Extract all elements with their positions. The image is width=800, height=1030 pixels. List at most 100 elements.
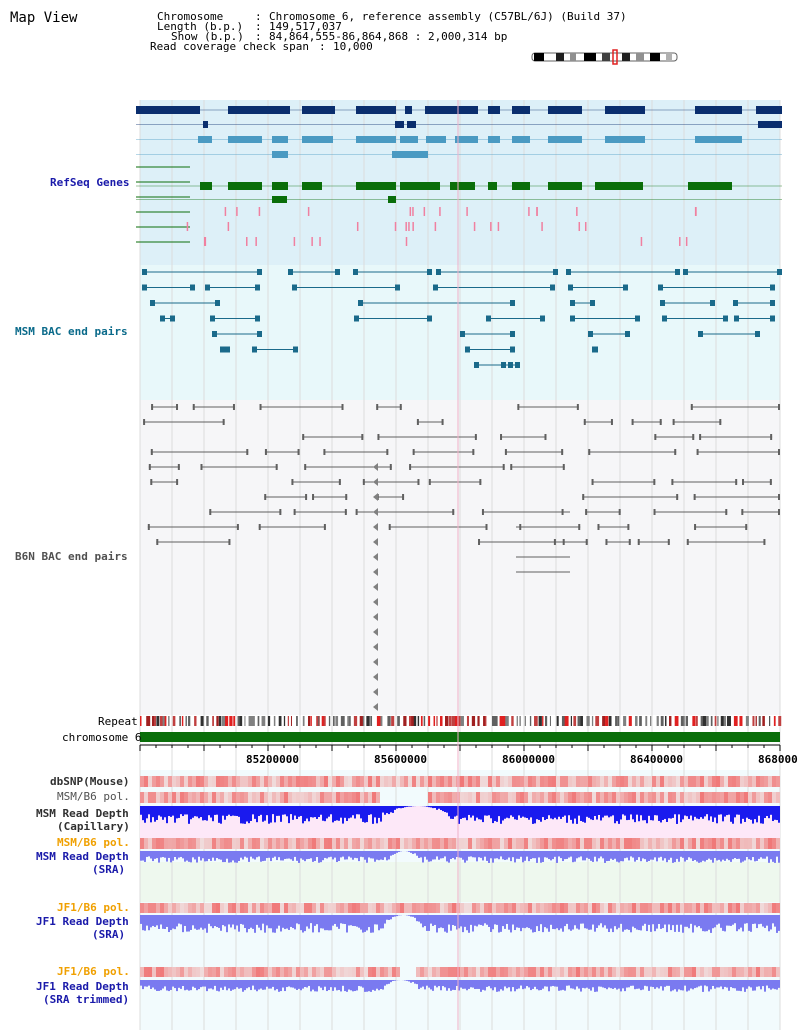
polymorphism-cell[interactable] <box>632 776 636 787</box>
read-depth-bar[interactable] <box>432 851 434 860</box>
read-depth-bar[interactable] <box>760 980 762 990</box>
polymorphism-cell[interactable] <box>556 776 560 787</box>
polymorphism-cell[interactable] <box>524 776 528 787</box>
read-depth-bar[interactable] <box>442 915 444 929</box>
polymorphism-cell[interactable] <box>604 903 608 913</box>
repeat-element[interactable] <box>664 716 667 726</box>
read-depth-bar[interactable] <box>316 980 318 992</box>
polymorphism-cell[interactable] <box>556 838 560 849</box>
polymorphism-cell[interactable] <box>520 792 524 803</box>
repeat-element[interactable] <box>752 716 755 726</box>
read-depth-bar[interactable] <box>336 806 338 821</box>
read-depth-bar[interactable] <box>568 806 570 816</box>
read-depth-bar[interactable] <box>544 806 546 821</box>
read-depth-bar[interactable] <box>746 806 748 818</box>
polymorphism-cell[interactable] <box>260 776 264 787</box>
read-depth-bar[interactable] <box>750 915 752 932</box>
polymorphism-cell[interactable] <box>620 967 624 977</box>
polymorphism-cell[interactable] <box>472 903 476 913</box>
read-depth-bar[interactable] <box>454 980 456 991</box>
bac-end[interactable] <box>501 362 506 368</box>
gene-exon[interactable] <box>228 136 262 143</box>
read-depth-bar[interactable] <box>362 915 364 933</box>
polymorphism-cell[interactable] <box>328 903 332 913</box>
read-depth-bar[interactable] <box>348 980 350 990</box>
bac-end[interactable] <box>763 539 766 545</box>
read-depth-bar[interactable] <box>564 915 566 927</box>
bac-end[interactable] <box>297 449 300 455</box>
read-depth-bar[interactable] <box>504 851 506 861</box>
read-depth-bar[interactable] <box>492 806 494 824</box>
read-depth-bar[interactable] <box>646 851 648 862</box>
read-depth-bar[interactable] <box>340 851 342 858</box>
read-depth-bar[interactable] <box>332 806 334 823</box>
read-depth-bar[interactable] <box>164 851 166 858</box>
polymorphism-cell[interactable] <box>192 792 196 803</box>
polymorphism-cell[interactable] <box>764 792 768 803</box>
read-depth-bar[interactable] <box>520 980 522 986</box>
polymorphism-cell[interactable] <box>704 967 708 977</box>
polymorphism-cell[interactable] <box>476 967 480 977</box>
read-depth-bar[interactable] <box>476 915 478 927</box>
read-depth-bar[interactable] <box>622 851 624 862</box>
polymorphism-cell[interactable] <box>324 838 328 849</box>
polymorphism-cell[interactable] <box>632 903 636 913</box>
read-depth-bar[interactable] <box>768 980 770 989</box>
bac-end[interactable] <box>232 404 235 410</box>
read-depth-bar[interactable] <box>468 915 470 933</box>
polymorphism-cell[interactable] <box>448 838 452 849</box>
polymorphism-cell[interactable] <box>676 792 680 803</box>
read-depth-bar[interactable] <box>434 851 436 860</box>
polymorphism-cell[interactable] <box>312 903 316 913</box>
polymorphism-cell[interactable] <box>728 776 732 787</box>
read-depth-bar[interactable] <box>230 915 232 928</box>
read-depth-bar[interactable] <box>414 915 416 918</box>
read-depth-bar[interactable] <box>246 915 248 933</box>
read-depth-bar[interactable] <box>420 915 422 924</box>
polymorphism-cell[interactable] <box>548 967 552 977</box>
read-depth-bar[interactable] <box>274 851 276 857</box>
read-depth-bar[interactable] <box>308 980 310 986</box>
repeat-element[interactable] <box>529 716 532 726</box>
read-depth-bar[interactable] <box>438 980 440 987</box>
read-depth-bar[interactable] <box>400 806 402 809</box>
read-depth-bar[interactable] <box>370 806 372 815</box>
repeat-element[interactable] <box>534 716 538 726</box>
polymorphism-cell[interactable] <box>608 838 612 849</box>
read-depth-bar[interactable] <box>484 980 486 991</box>
polymorphism-cell[interactable] <box>544 776 548 787</box>
polymorphism-cell[interactable] <box>708 776 712 787</box>
read-depth-bar[interactable] <box>204 980 206 987</box>
read-depth-bar[interactable] <box>452 915 454 926</box>
repeat-element[interactable] <box>570 716 572 726</box>
read-depth-bar[interactable] <box>390 915 392 920</box>
read-depth-bar[interactable] <box>602 915 604 928</box>
read-depth-bar[interactable] <box>748 915 750 931</box>
bac-end[interactable] <box>212 331 217 337</box>
polymorphism-cell[interactable] <box>392 838 396 849</box>
read-depth-bar[interactable] <box>210 851 212 861</box>
bac-end[interactable] <box>576 404 579 410</box>
polymorphism-cell[interactable] <box>188 776 192 787</box>
read-depth-bar[interactable] <box>174 980 176 989</box>
polymorphism-cell[interactable] <box>712 838 716 849</box>
read-depth-bar[interactable] <box>288 980 290 987</box>
read-depth-bar[interactable] <box>258 806 260 817</box>
polymorphism-cell[interactable] <box>768 776 772 787</box>
bac-end[interactable] <box>517 404 520 410</box>
read-depth-bar[interactable] <box>322 851 324 861</box>
read-depth-bar[interactable] <box>318 915 320 933</box>
polymorphism-cell[interactable] <box>348 776 352 787</box>
polymorphism-cell[interactable] <box>480 792 484 803</box>
read-depth-bar[interactable] <box>500 851 502 857</box>
bac-end[interactable] <box>389 464 392 470</box>
read-depth-bar[interactable] <box>684 915 686 927</box>
read-depth-bar[interactable] <box>240 980 242 989</box>
bac-end[interactable] <box>662 315 667 322</box>
polymorphism-cell[interactable] <box>476 776 480 787</box>
read-depth-bar[interactable] <box>260 915 262 931</box>
repeat-element[interactable] <box>608 716 612 726</box>
read-depth-bar[interactable] <box>592 980 594 988</box>
read-depth-bar[interactable] <box>540 915 542 925</box>
read-depth-bar[interactable] <box>322 980 324 991</box>
